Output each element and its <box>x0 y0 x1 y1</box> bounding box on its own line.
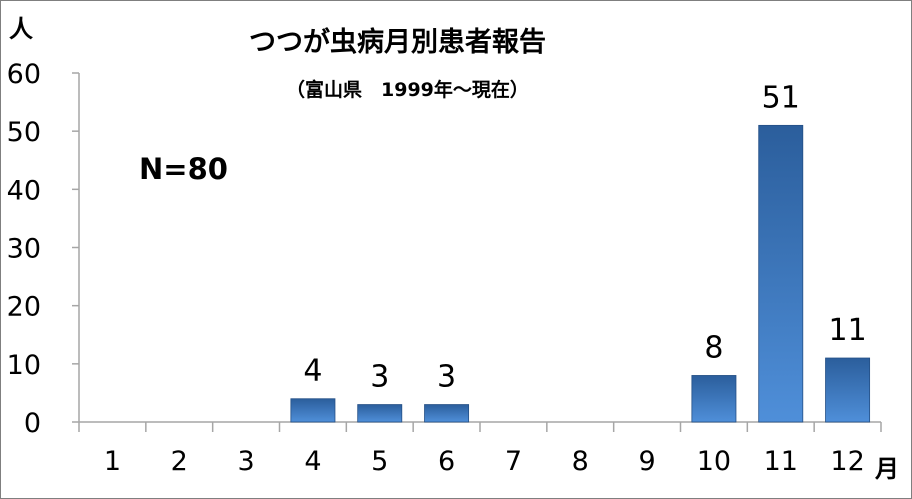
x-tick-label: 1 <box>104 446 121 477</box>
y-tick-label: 50 <box>7 117 41 148</box>
x-tick-label: 6 <box>438 446 455 477</box>
y-axis-unit-label: 人 <box>9 15 33 43</box>
x-tick-label: 5 <box>371 446 388 477</box>
data-label: 4 <box>303 354 322 389</box>
x-tick-label: 2 <box>171 446 188 477</box>
y-tick-label: 40 <box>7 175 41 206</box>
bar-month-12 <box>825 357 871 423</box>
y-tick-label: 60 <box>7 59 41 90</box>
x-tick-label: 7 <box>505 446 522 477</box>
data-label: 11 <box>828 313 866 348</box>
sample-size-annotation: N=80 <box>139 152 228 186</box>
chart-subtitle: （富山県 1999年～現在） <box>286 78 529 101</box>
x-tick-label: 3 <box>237 446 254 477</box>
y-tick-label: 30 <box>7 234 41 265</box>
x-tick-label: 4 <box>304 446 321 477</box>
bar-month-5 <box>357 404 403 423</box>
bar-month-6 <box>424 404 470 423</box>
data-label: 3 <box>370 360 389 395</box>
bar-month-4 <box>290 398 336 423</box>
bar-month-11 <box>758 124 804 423</box>
chart-title: つつが虫病月別患者報告 <box>249 26 546 58</box>
y-tick-label: 10 <box>7 350 41 381</box>
x-tick-label: 9 <box>638 446 655 477</box>
data-label: 3 <box>437 360 456 395</box>
x-tick-label: 11 <box>764 446 798 477</box>
data-label: 51 <box>762 80 800 115</box>
x-tick-label: 8 <box>572 446 589 477</box>
data-label: 8 <box>704 330 723 365</box>
y-tick-label: 20 <box>7 292 41 323</box>
x-axis-unit-label: 月 <box>874 455 899 483</box>
bar-month-10 <box>691 375 737 423</box>
x-tick-label: 10 <box>697 446 731 477</box>
y-tick-label: 0 <box>24 408 41 439</box>
x-tick-label: 12 <box>830 446 864 477</box>
